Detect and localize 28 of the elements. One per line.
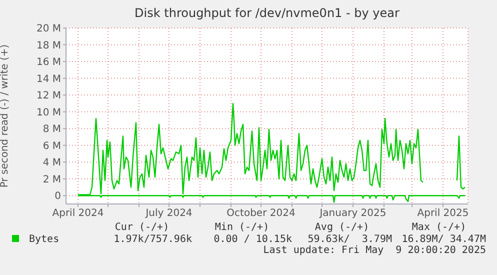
y-tick-label: 4 M (42, 158, 61, 169)
text: Last update: Fri May 9 20:00:20 2025 (262, 245, 486, 256)
x-tick-label: April 2024 (52, 208, 104, 220)
text: Cur (-/+) (114, 222, 170, 233)
y-tick-label: 0 (54, 191, 61, 202)
legend-label: Bytes (28, 234, 60, 245)
chart-title: Disk throughput for /dev/nvme0n1 - by year (134, 6, 400, 20)
y-tick-label: 14 M (36, 74, 61, 85)
y-axis-title: Pr second read (-) / write (+) (0, 44, 11, 188)
y-tick-label: 8 M (42, 124, 61, 136)
x-tick-label: October 2024 (226, 208, 296, 220)
y-tick-label: 2 M (42, 174, 61, 186)
x-tick-label: April 2025 (417, 208, 469, 220)
text: 1.97k/757.96k (112, 234, 192, 245)
y-tick-label: 20 M (36, 24, 61, 35)
text: Avg (-/+) (314, 222, 370, 233)
y-tick-label: 10 M (36, 107, 61, 118)
y-tick-label: 12 M (36, 90, 61, 102)
text: 16.89M/ 34.47M (400, 234, 486, 245)
y-tick-label: 16 M (36, 57, 61, 68)
x-tick-label: July 2024 (144, 208, 192, 220)
text: 0.00 / 10.15k (212, 234, 292, 245)
text: 59.63k/ 3.79M (306, 234, 392, 245)
x-tick-label: January 2025 (318, 208, 386, 220)
text: Min (-/+) (214, 222, 270, 233)
text: Max (-/+) (410, 222, 468, 233)
y-tick-label: 18 M (36, 40, 61, 52)
y-tick-label: 6 M (42, 140, 61, 152)
